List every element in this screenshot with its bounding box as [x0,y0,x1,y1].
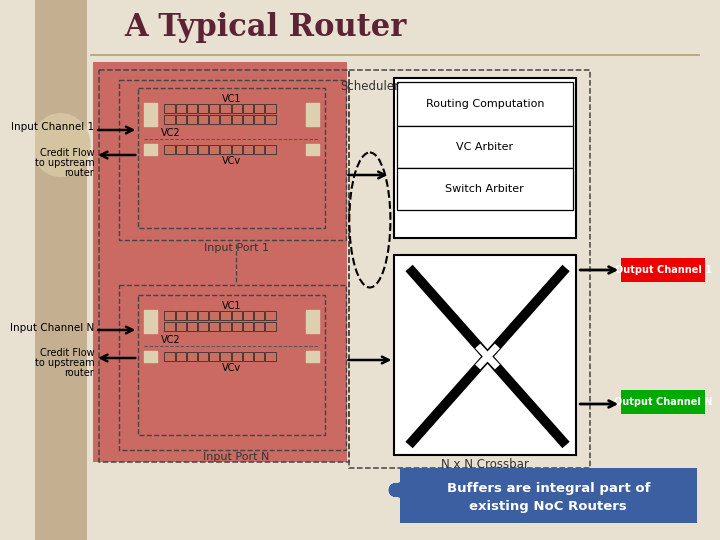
Text: Input Channel 1: Input Channel 1 [11,122,94,132]
FancyBboxPatch shape [176,104,186,113]
Text: Input Port 1: Input Port 1 [204,243,269,253]
Text: A Typical Router: A Typical Router [124,12,407,43]
FancyBboxPatch shape [243,352,253,361]
FancyBboxPatch shape [220,311,230,320]
FancyBboxPatch shape [210,352,220,361]
FancyBboxPatch shape [232,115,242,124]
Text: Output Channel 1: Output Channel 1 [615,265,711,275]
FancyBboxPatch shape [265,311,276,320]
FancyBboxPatch shape [198,322,208,331]
Text: router: router [65,368,94,378]
FancyBboxPatch shape [210,322,220,331]
FancyBboxPatch shape [164,352,175,361]
FancyBboxPatch shape [265,322,276,331]
FancyBboxPatch shape [176,145,186,154]
FancyBboxPatch shape [265,352,276,361]
FancyBboxPatch shape [186,322,197,331]
FancyBboxPatch shape [243,311,253,320]
FancyBboxPatch shape [232,104,242,113]
FancyBboxPatch shape [210,311,220,320]
FancyBboxPatch shape [164,322,175,331]
Text: Buffers are integral part of: Buffers are integral part of [446,482,650,495]
FancyBboxPatch shape [164,311,175,320]
FancyBboxPatch shape [400,468,697,523]
FancyBboxPatch shape [265,145,276,154]
FancyBboxPatch shape [254,322,264,331]
Text: Routing Computation: Routing Computation [426,99,544,109]
Text: Credit Flow: Credit Flow [40,348,94,358]
Text: existing NoC Routers: existing NoC Routers [469,500,627,513]
Text: VC2: VC2 [161,128,180,138]
FancyBboxPatch shape [254,352,264,361]
FancyBboxPatch shape [210,115,220,124]
FancyBboxPatch shape [176,322,186,331]
FancyBboxPatch shape [232,311,242,320]
FancyBboxPatch shape [186,311,197,320]
FancyBboxPatch shape [220,145,230,154]
FancyBboxPatch shape [164,104,175,113]
FancyBboxPatch shape [254,104,264,113]
FancyBboxPatch shape [397,82,574,126]
Text: VC1: VC1 [222,94,241,104]
Text: Scheduler: Scheduler [341,80,400,93]
FancyBboxPatch shape [94,62,348,462]
FancyBboxPatch shape [210,104,220,113]
FancyBboxPatch shape [35,0,87,540]
FancyBboxPatch shape [232,322,242,331]
Text: Input Port N: Input Port N [203,452,269,462]
FancyBboxPatch shape [164,115,175,124]
Text: Input Channel N: Input Channel N [10,323,94,333]
Text: N x N Crossbar: N x N Crossbar [441,458,528,471]
FancyBboxPatch shape [220,115,230,124]
FancyBboxPatch shape [397,126,574,168]
Text: VCv: VCv [222,363,241,373]
FancyBboxPatch shape [186,104,197,113]
Text: to upstream: to upstream [35,358,94,368]
FancyBboxPatch shape [186,145,197,154]
Text: Credit Flow: Credit Flow [40,148,94,158]
FancyBboxPatch shape [232,145,242,154]
Text: VC1: VC1 [222,301,241,311]
FancyBboxPatch shape [198,115,208,124]
FancyBboxPatch shape [243,115,253,124]
FancyBboxPatch shape [220,104,230,113]
FancyBboxPatch shape [243,104,253,113]
FancyBboxPatch shape [186,115,197,124]
Text: VC Arbiter: VC Arbiter [456,142,513,152]
FancyBboxPatch shape [621,390,705,414]
Text: Switch Arbiter: Switch Arbiter [446,184,524,194]
FancyBboxPatch shape [243,322,253,331]
Circle shape [31,113,91,177]
FancyBboxPatch shape [198,311,208,320]
FancyBboxPatch shape [394,78,576,238]
FancyBboxPatch shape [220,352,230,361]
FancyBboxPatch shape [176,311,186,320]
FancyBboxPatch shape [198,352,208,361]
FancyBboxPatch shape [198,145,208,154]
FancyBboxPatch shape [186,352,197,361]
FancyBboxPatch shape [397,168,574,210]
FancyBboxPatch shape [164,145,175,154]
FancyBboxPatch shape [176,352,186,361]
Text: VC2: VC2 [161,335,180,345]
Text: router: router [65,168,94,178]
FancyBboxPatch shape [265,115,276,124]
FancyBboxPatch shape [254,311,264,320]
Text: VCv: VCv [222,156,241,166]
Text: Output Channel N: Output Channel N [614,397,712,407]
FancyBboxPatch shape [254,115,264,124]
FancyBboxPatch shape [265,104,276,113]
FancyBboxPatch shape [254,145,264,154]
Text: to upstream: to upstream [35,158,94,168]
FancyBboxPatch shape [232,352,242,361]
FancyBboxPatch shape [210,145,220,154]
FancyBboxPatch shape [220,322,230,331]
FancyBboxPatch shape [198,104,208,113]
FancyBboxPatch shape [621,258,705,282]
FancyBboxPatch shape [394,255,576,455]
FancyBboxPatch shape [176,115,186,124]
FancyBboxPatch shape [243,145,253,154]
